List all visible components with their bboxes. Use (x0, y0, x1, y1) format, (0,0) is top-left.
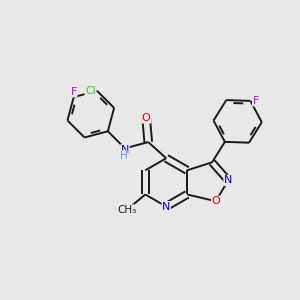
Text: H: H (120, 151, 127, 161)
Text: Cl: Cl (85, 86, 96, 96)
Text: N: N (224, 176, 232, 185)
Text: O: O (142, 113, 151, 123)
Text: N: N (121, 145, 129, 155)
Text: CH₃: CH₃ (117, 205, 136, 215)
Text: F: F (253, 96, 259, 106)
Text: N: N (162, 202, 170, 212)
Text: O: O (212, 196, 220, 206)
Text: F: F (70, 87, 77, 97)
